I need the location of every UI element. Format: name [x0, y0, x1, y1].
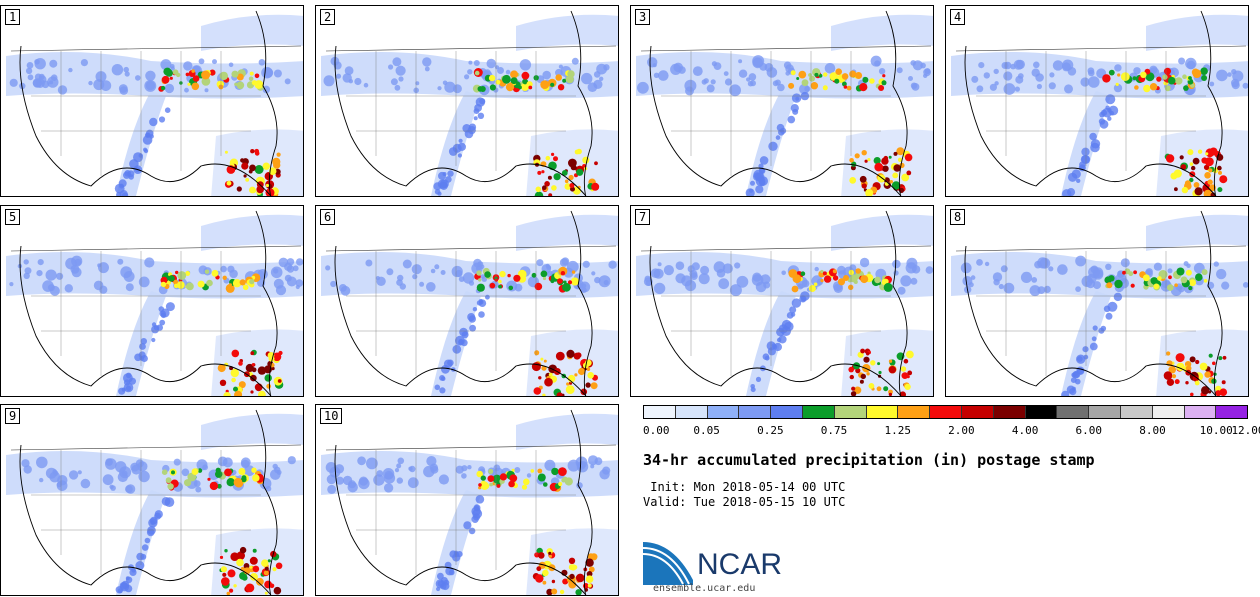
precip-map	[636, 210, 933, 396]
panel-number: 5	[5, 209, 21, 225]
colorbar-swatch	[1057, 406, 1090, 418]
panel-number: 7	[635, 209, 651, 225]
colorbar-swatch	[834, 406, 867, 418]
site-url[interactable]: ensemble.ucar.edu	[653, 583, 756, 594]
colorbar-swatch	[993, 406, 1026, 418]
colorbar-swatch	[707, 406, 740, 418]
colorbar-tick-label: 0.00	[643, 424, 670, 437]
stamp-panel-3: 3	[630, 5, 934, 197]
precip-map	[951, 10, 1248, 196]
colorbar-swatch	[739, 406, 772, 418]
panel-number: 9	[5, 408, 21, 424]
stamp-panel-6: 6	[315, 205, 619, 397]
colorbar-swatch	[1120, 406, 1153, 418]
panel-number: 8	[950, 209, 966, 225]
stamp-panel-10: 10	[315, 404, 619, 596]
colorbar-swatch	[961, 406, 994, 418]
precip-map	[321, 409, 618, 595]
panel-number: 6	[320, 209, 336, 225]
precip-map	[6, 10, 303, 196]
colorbar-swatch	[1025, 406, 1058, 418]
colorbar-swatch	[866, 406, 899, 418]
stamp-panel-1: 1	[0, 5, 304, 197]
stamp-panel-5: 5	[0, 205, 304, 397]
colorbar-swatch	[675, 406, 708, 418]
valid-time: Valid: Tue 2018-05-15 10 UTC	[643, 495, 846, 509]
stamp-panel-4: 4	[945, 5, 1249, 197]
precip-map	[6, 409, 303, 595]
precip-map	[321, 210, 618, 396]
colorbar-tick-label: 4.00	[1011, 424, 1039, 437]
colorbar-swatch	[644, 406, 676, 418]
colorbar-tick-label: 10.00	[1199, 424, 1233, 437]
stamp-panel-8: 8	[945, 205, 1249, 397]
ncar-logo-icon	[643, 542, 693, 585]
panel-number: 3	[635, 9, 651, 25]
map-title: 34-hr accumulated precipitation (in) pos…	[643, 451, 1095, 469]
colorbar-swatch	[1216, 406, 1248, 418]
colorbar-tick-label: 0.05	[693, 424, 720, 437]
panel-number: 1	[5, 9, 21, 25]
colorbar-tick-label: 12.00	[1231, 424, 1260, 437]
panel-number: 10	[320, 408, 343, 424]
ncar-logo-text: NCAR	[697, 548, 783, 581]
panel-number: 2	[320, 9, 336, 25]
stamp-panel-7: 7	[630, 205, 934, 397]
init-time: Init: Mon 2018-05-14 00 UTC	[643, 480, 846, 494]
panel-number: 4	[950, 9, 966, 25]
colorbar-tick-label: 8.00	[1139, 424, 1166, 437]
colorbar-tick-label: 1.25	[884, 424, 911, 437]
colorbar-tick-label: 6.00	[1075, 424, 1103, 437]
stamp-panel-9: 9	[0, 404, 304, 596]
colorbar-swatch	[898, 406, 931, 418]
precip-map	[321, 10, 618, 196]
precip-map	[6, 210, 303, 396]
precip-colorbar	[643, 405, 1248, 419]
colorbar-tick-label: 2.00	[948, 424, 975, 437]
precip-map	[951, 210, 1248, 396]
colorbar-swatch	[930, 406, 962, 418]
colorbar-ticks: 0.00 0.05 0.25 0.75 1.25 2.00 4.00 6.00 8.00 10.0…	[643, 424, 1260, 438]
colorbar-tick-label: 0.25	[757, 424, 784, 437]
stamp-panel-2: 2	[315, 5, 619, 197]
colorbar-swatch	[1184, 406, 1217, 418]
precip-map	[636, 10, 933, 196]
colorbar-swatch	[1089, 406, 1121, 418]
colorbar-swatch	[771, 406, 803, 418]
colorbar-tick-label: 0.75	[820, 424, 848, 437]
colorbar-swatch	[802, 406, 835, 418]
colorbar-swatch	[1152, 406, 1185, 418]
